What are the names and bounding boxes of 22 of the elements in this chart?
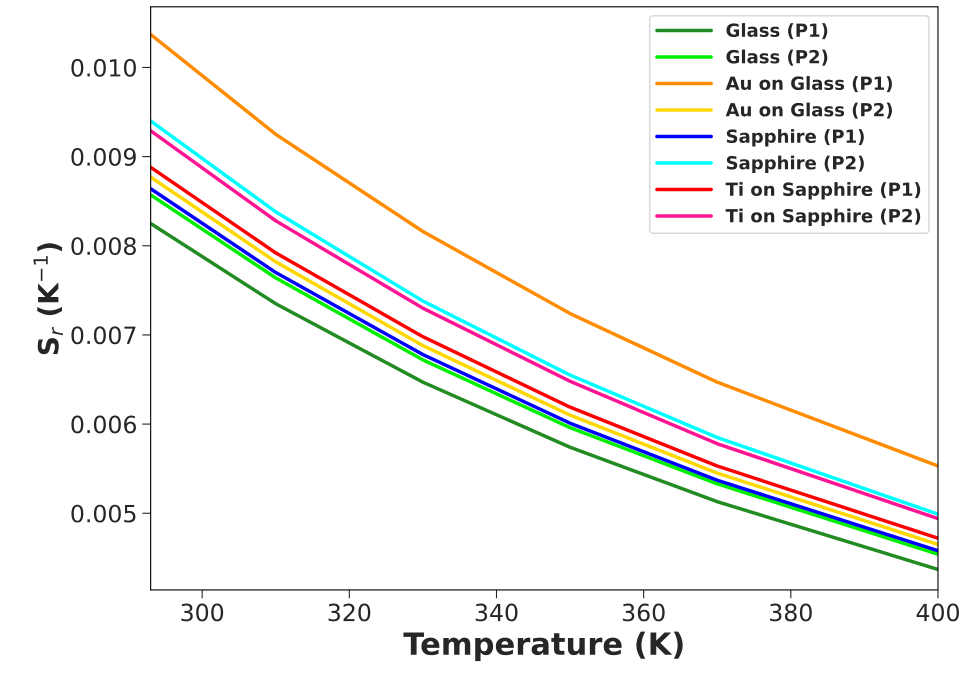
y-tick-label: 0.006 [71,416,136,434]
y-tick-label: 0.005 [71,504,136,523]
y-tick-label: 0.008 [71,237,136,256]
x-tick-label: 300 [181,604,224,622]
y-axis-title: S$_{r}$ (K$^{−1}$) [34,243,63,354]
legend-label: Ti on Sapphire (P1) [726,182,920,200]
legend-label: Sapphire (P2) [726,156,864,174]
x-tick-label: 340 [476,604,518,622]
legend-label: Sapphire (P1) [726,129,864,147]
legend-label: Glass (P1) [726,23,828,40]
y-tick-label: 0.010 [71,58,136,77]
legend-label: Ti on Sapphire (P2) [726,208,920,226]
y-tick-label: 0.009 [71,148,136,166]
y-tick-label: 0.007 [71,326,136,344]
x-tick-label: 320 [328,604,370,622]
legend-label: Au on Glass (P2) [726,102,892,119]
x-tick-label: 360 [622,604,665,622]
x-axis-title: Temperature (K) [403,632,683,662]
legend-label: Glass (P2) [726,50,828,66]
legend-label: Au on Glass (P1) [726,76,892,92]
x-tick-label: 400 [916,604,959,622]
x-tick-label: 380 [770,604,812,622]
